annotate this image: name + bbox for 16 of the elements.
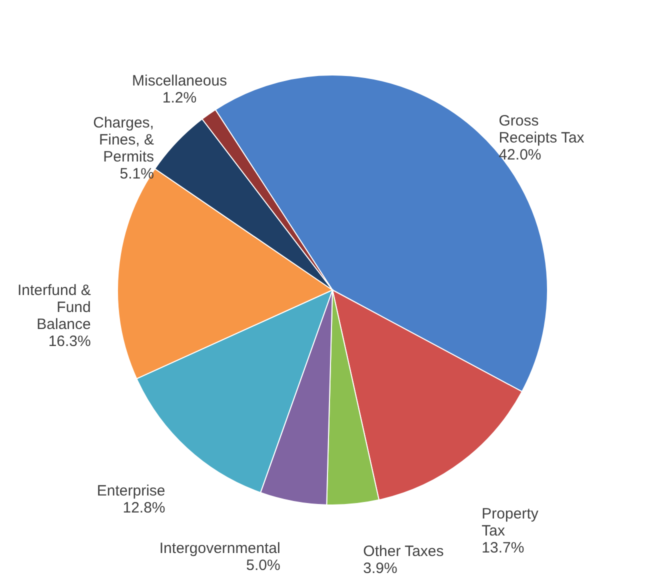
slice-label: Property Tax — [482, 506, 539, 540]
data-label: 5.1% — [120, 166, 154, 183]
slice-label: Miscellaneous — [132, 72, 228, 90]
slice-label: Gross Receipts Tax — [498, 112, 585, 146]
data-label: 42.0% — [498, 146, 542, 164]
data-label: 1.2% — [162, 89, 197, 106]
slice-label: Enterprise — [96, 482, 166, 500]
data-label: 5.0% — [246, 557, 280, 574]
slice-label: Charges, Fines, & Permits — [93, 114, 154, 166]
data-label: 3.9% — [363, 560, 398, 577]
data-label: 12.8% — [122, 500, 166, 517]
slice-label: Interfund & Fund Balance — [17, 282, 91, 333]
slice-label: Other Taxes — [363, 542, 444, 560]
data-label: 13.7% — [482, 540, 524, 557]
data-label: 16.3% — [48, 332, 91, 350]
slice-label: Intergovernmental — [159, 540, 280, 558]
